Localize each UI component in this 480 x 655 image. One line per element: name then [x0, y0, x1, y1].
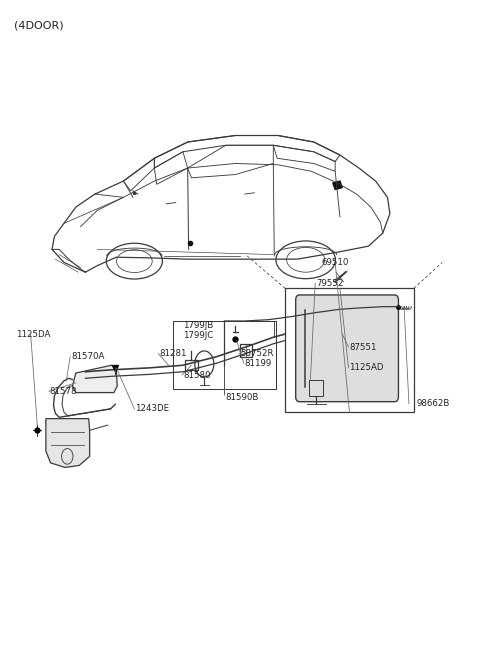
Bar — [285, 288, 414, 412]
Text: 81281: 81281 — [159, 349, 187, 358]
Bar — [240, 344, 252, 357]
Text: 58752R: 58752R — [240, 349, 274, 358]
Text: 1799JB: 1799JB — [183, 321, 213, 330]
Text: 81199: 81199 — [245, 359, 272, 368]
Polygon shape — [72, 365, 117, 392]
Text: 81590B: 81590B — [226, 393, 259, 402]
Text: (4DOOR): (4DOOR) — [14, 20, 64, 30]
Bar — [309, 379, 323, 396]
FancyBboxPatch shape — [296, 295, 398, 402]
Text: 81580: 81580 — [183, 371, 210, 379]
Text: 81570A: 81570A — [71, 352, 105, 362]
Bar — [173, 321, 276, 389]
Text: 1125DA: 1125DA — [16, 329, 51, 339]
Text: 1243DE: 1243DE — [135, 404, 169, 413]
Text: 81578: 81578 — [49, 387, 77, 396]
Text: 1799JC: 1799JC — [183, 331, 213, 340]
Text: 98662B: 98662B — [416, 399, 449, 408]
Polygon shape — [333, 181, 342, 189]
Bar — [185, 360, 198, 371]
Text: 1125AD: 1125AD — [349, 364, 384, 372]
Text: 87551: 87551 — [349, 343, 377, 352]
Text: 79552: 79552 — [316, 279, 344, 288]
Text: 69510: 69510 — [322, 258, 349, 267]
Polygon shape — [46, 419, 90, 468]
